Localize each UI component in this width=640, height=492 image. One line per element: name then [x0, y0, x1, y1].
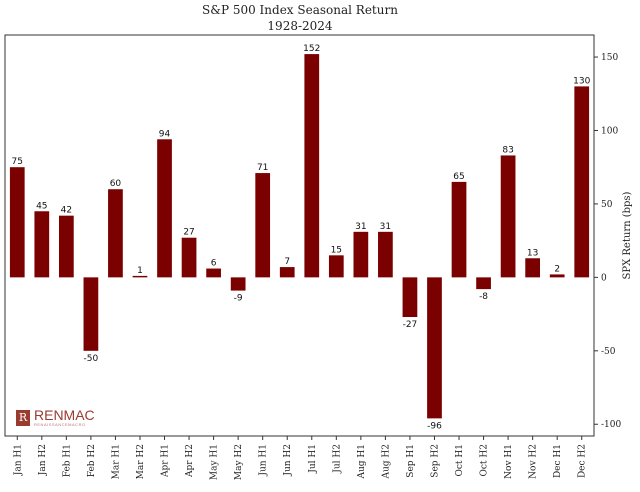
- bar-aug-h2: [378, 231, 393, 278]
- bar-jun-h1: [255, 173, 271, 278]
- bar-nov-h2: [525, 258, 541, 278]
- bar-feb-h2: [83, 277, 99, 351]
- bar-may-h2: [230, 277, 246, 291]
- data-label: 75: [12, 157, 23, 167]
- data-label: 60: [110, 179, 122, 189]
- bar-jul-h2: [328, 255, 344, 278]
- bar-nov-h1: [500, 155, 516, 278]
- x-tick-label: Oct H1: [455, 444, 465, 476]
- bar-jan-h1: [9, 167, 25, 278]
- data-label: 31: [380, 222, 391, 232]
- x-tick-label: Oct H2: [480, 444, 490, 476]
- bar-oct-h1: [451, 181, 467, 278]
- x-tick-label: Jul H1: [308, 444, 318, 474]
- data-label: -50: [84, 354, 99, 364]
- x-tick-label: Aug H2: [381, 444, 391, 480]
- data-label: 13: [527, 248, 538, 258]
- y-tick-label: 100: [601, 126, 618, 136]
- y-tick-label: -50: [601, 347, 616, 357]
- y-tick-label: 50: [601, 200, 613, 210]
- data-label: 130: [573, 76, 590, 86]
- data-label: 42: [61, 206, 72, 216]
- logo-mark: R: [16, 410, 30, 426]
- bar-may-h1: [206, 268, 221, 278]
- bar-feb-h1: [58, 215, 74, 278]
- data-label: -9: [234, 294, 243, 304]
- y-tick-label: 150: [601, 53, 618, 63]
- data-label: 94: [159, 129, 171, 139]
- bar-aug-h1: [353, 231, 369, 278]
- bar-sep-h1: [402, 277, 418, 318]
- bar-mar-h2: [132, 275, 148, 278]
- bar-sep-h2: [427, 277, 442, 419]
- data-label: 152: [303, 44, 320, 54]
- data-label: -96: [427, 421, 442, 431]
- x-tick-label: May H1: [210, 444, 220, 480]
- x-tick-label: Apr H2: [185, 444, 195, 478]
- bar-oct-h2: [476, 277, 491, 290]
- logo-text: RENMAC: [34, 407, 95, 423]
- chart-subtitle: 1928-2024: [267, 19, 333, 33]
- y-axis-label: SPX Return (bps): [622, 191, 633, 279]
- data-label: 71: [257, 163, 268, 173]
- data-label: -27: [403, 320, 418, 330]
- x-tick-label: Jan H2: [38, 444, 48, 476]
- y-tick-label: 0: [601, 273, 607, 283]
- x-tick-label: Jul H2: [332, 444, 342, 474]
- chart-title: S&P 500 Index Seasonal Return: [202, 3, 398, 17]
- x-tick-label: Feb H1: [62, 444, 72, 477]
- x-tick-label: Sep H2: [430, 444, 440, 478]
- x-tick-label: Apr H1: [161, 444, 171, 478]
- x-tick-label: May H2: [234, 444, 244, 480]
- bar-dec-h2: [574, 86, 590, 278]
- plot-frame: [4, 34, 595, 437]
- logo-tagline: RENAISSANCEMACRO: [34, 422, 86, 427]
- bar-dec-h1: [549, 274, 565, 278]
- bar-apr-h2: [181, 237, 197, 278]
- data-label: 7: [284, 257, 290, 267]
- x-tick-label: Jun H1: [259, 444, 269, 477]
- data-label: 1: [137, 266, 143, 276]
- y-tick-label: -100: [601, 420, 621, 430]
- data-label: 65: [453, 172, 464, 182]
- bar-jan-h2: [34, 211, 50, 278]
- x-tick-label: Dec H1: [553, 444, 563, 478]
- x-tick-label: Dec H2: [578, 444, 588, 478]
- data-label: 2: [554, 264, 560, 274]
- data-label: 45: [36, 201, 47, 211]
- x-tick-label: Nov H1: [504, 444, 514, 479]
- x-tick-label: Jan H1: [13, 444, 23, 476]
- renmac-logo: R RENMAC RENAISSANCEMACRO: [16, 407, 95, 427]
- bar-jul-h1: [304, 54, 320, 278]
- bar-mar-h1: [108, 189, 123, 278]
- x-tick-label: Mar H2: [136, 444, 146, 479]
- data-label: 6: [211, 259, 217, 269]
- x-tick-label: Aug H1: [357, 444, 367, 480]
- data-label: 15: [331, 245, 342, 255]
- x-tick-label: Sep H1: [406, 444, 416, 478]
- bar-apr-h1: [157, 139, 172, 278]
- bar-jun-h2: [279, 267, 295, 278]
- data-label: -8: [479, 292, 488, 302]
- data-label: 27: [183, 228, 194, 238]
- x-tick-label: Mar H1: [111, 444, 121, 479]
- x-tick-label: Nov H2: [529, 444, 539, 479]
- data-label: 83: [502, 145, 513, 155]
- data-label: 31: [355, 222, 366, 232]
- x-tick-label: Feb H2: [87, 444, 97, 477]
- x-tick-label: Jun H2: [283, 444, 293, 477]
